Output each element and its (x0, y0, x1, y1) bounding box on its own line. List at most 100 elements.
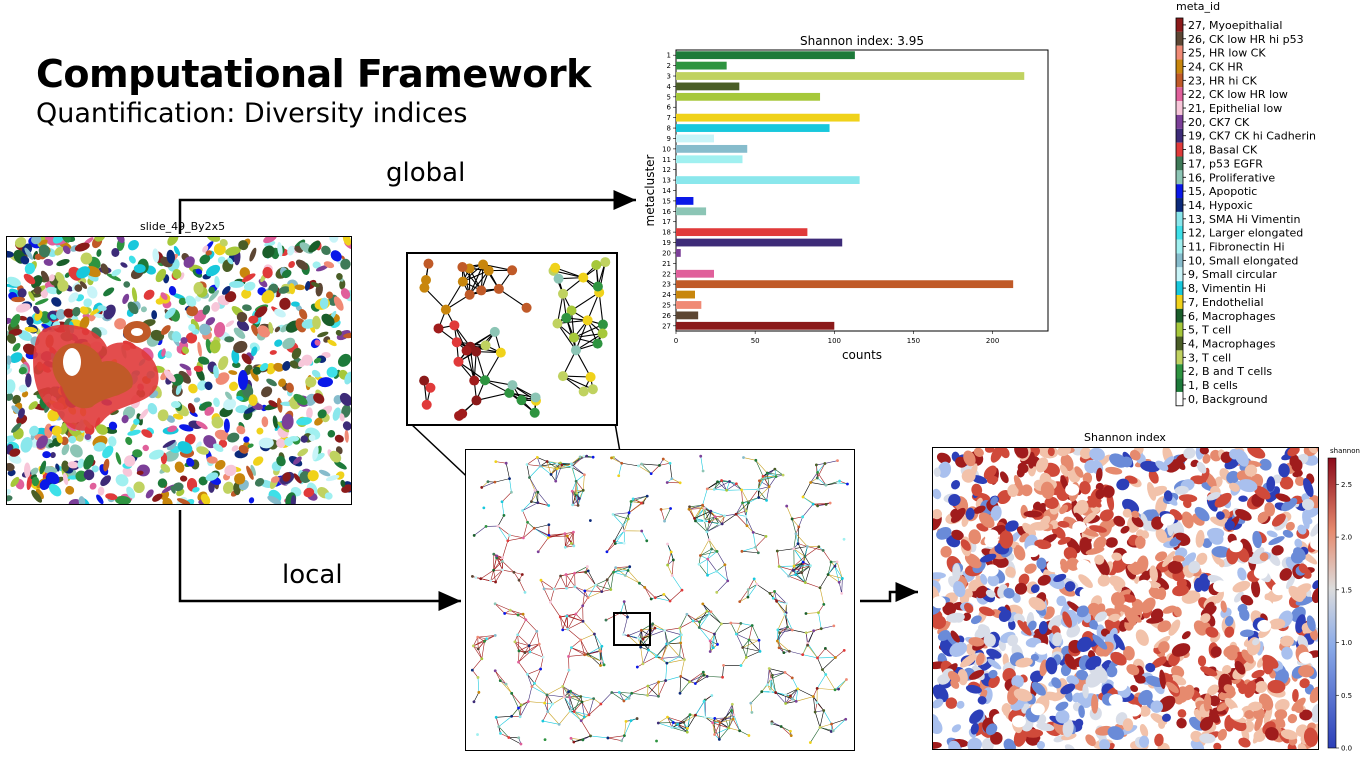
legend-swatch (1176, 295, 1183, 309)
legend-swatch (1176, 101, 1183, 115)
bar (676, 238, 843, 247)
shannon-map-title: Shannon index (1084, 431, 1166, 444)
graph-node (480, 340, 491, 351)
x-tick-label: 150 (907, 337, 920, 345)
graph-node (457, 276, 468, 287)
graph-node (550, 262, 561, 273)
graph-node (419, 375, 430, 386)
graph-node (440, 304, 451, 315)
y-tick-label: 23 (662, 281, 671, 289)
legend-label: 13, SMA Hi Vimentin (1188, 213, 1300, 226)
graph-node (516, 395, 527, 406)
bar (676, 321, 835, 330)
bar (676, 155, 743, 164)
bar (676, 280, 1014, 289)
legend-swatch (1176, 73, 1183, 88)
bar (676, 301, 702, 309)
bar-chart: Shannon index: 3.95123456789101112131415… (643, 34, 1049, 362)
graph-node (433, 323, 444, 334)
y-tick-label: 27 (662, 322, 671, 330)
legend-label: 16, Proliferative (1188, 171, 1275, 184)
shannon-map (932, 447, 1319, 750)
graph-node (591, 259, 602, 270)
y-tick-label: 1 (667, 52, 671, 60)
graph-node (578, 386, 589, 397)
graph-node (597, 328, 608, 339)
y-tick-label: 3 (667, 73, 671, 81)
legend-swatch (1176, 225, 1183, 240)
slide-image (6, 236, 352, 505)
graph-node (464, 289, 475, 300)
graph-node (493, 283, 504, 294)
y-tick-label: 13 (662, 177, 671, 185)
graph-node (476, 285, 487, 296)
legend-swatch (1176, 59, 1183, 74)
zoom-box (613, 612, 651, 646)
legend-label: 6, Macrophages (1188, 310, 1276, 323)
legend-swatch (1176, 184, 1183, 199)
colorbar-label: shannon (1330, 447, 1360, 455)
graph-node (566, 305, 577, 316)
legend-swatch (1176, 87, 1183, 102)
legend-swatch (1176, 336, 1183, 351)
graph-node (597, 319, 608, 330)
graph-node (592, 281, 603, 292)
graph-node (529, 407, 540, 418)
bar (676, 269, 714, 278)
local-label: local (282, 560, 343, 590)
x-axis-label: counts (842, 348, 882, 362)
graph-node (552, 318, 563, 329)
slide-title: slide_49_By2x5 (140, 220, 226, 233)
legend-swatch (1176, 239, 1183, 254)
graph-node (553, 273, 564, 284)
legend-label: 7, Endothelial (1188, 296, 1264, 309)
legend-swatch (1176, 308, 1183, 323)
bar (676, 228, 808, 237)
x-tick-label: 50 (751, 337, 760, 345)
colorbar-tick: 1.0 (1341, 639, 1352, 647)
legend-swatch (1176, 350, 1183, 365)
graph-node (469, 375, 480, 386)
graph-node (558, 288, 569, 299)
bar (676, 311, 699, 320)
legend-label: 20, CK7 CK (1188, 116, 1250, 129)
legend-swatch (1176, 267, 1183, 282)
x-tick-label: 0 (674, 337, 678, 345)
y-tick-label: 25 (662, 301, 671, 309)
graph-node (449, 320, 460, 331)
y-tick-label: 26 (662, 312, 671, 320)
legend-swatch (1176, 364, 1183, 379)
zoom-inset (406, 252, 618, 426)
legend-label: 22, CK low HR low (1188, 88, 1288, 101)
y-tick-label: 16 (662, 208, 671, 216)
graph-node (578, 272, 589, 283)
y-tick-label: 7 (667, 114, 671, 122)
graph-node (570, 345, 581, 356)
legend-swatch (1176, 322, 1183, 337)
legend-swatch (1176, 198, 1183, 212)
graph-node (585, 372, 596, 383)
graph-node (471, 395, 482, 406)
local-arrow (178, 510, 461, 611)
graph-node (592, 338, 603, 349)
bar (676, 207, 707, 216)
legend-label: 25, HR low CK (1188, 47, 1266, 60)
global-label: global (386, 158, 466, 188)
x-tick-label: 100 (828, 337, 841, 345)
y-tick-label: 11 (662, 156, 671, 164)
colorbar-tick: 2.5 (1341, 481, 1352, 489)
step-arrow (860, 582, 918, 603)
y-tick-label: 19 (662, 239, 671, 247)
legend-label: 23, HR hi CK (1188, 74, 1258, 87)
legend-label: 15, Apopotic (1188, 185, 1257, 198)
y-tick-label: 4 (667, 83, 672, 91)
graph-node (461, 345, 472, 356)
graph-node (504, 387, 515, 398)
graph-node (600, 257, 611, 268)
graph-node (425, 382, 436, 393)
graph-node (453, 356, 464, 367)
legend-title: meta_id (1176, 0, 1221, 13)
legend-swatch (1176, 114, 1183, 129)
legend-label: 1, B cells (1188, 379, 1238, 392)
graph-node (457, 262, 468, 273)
